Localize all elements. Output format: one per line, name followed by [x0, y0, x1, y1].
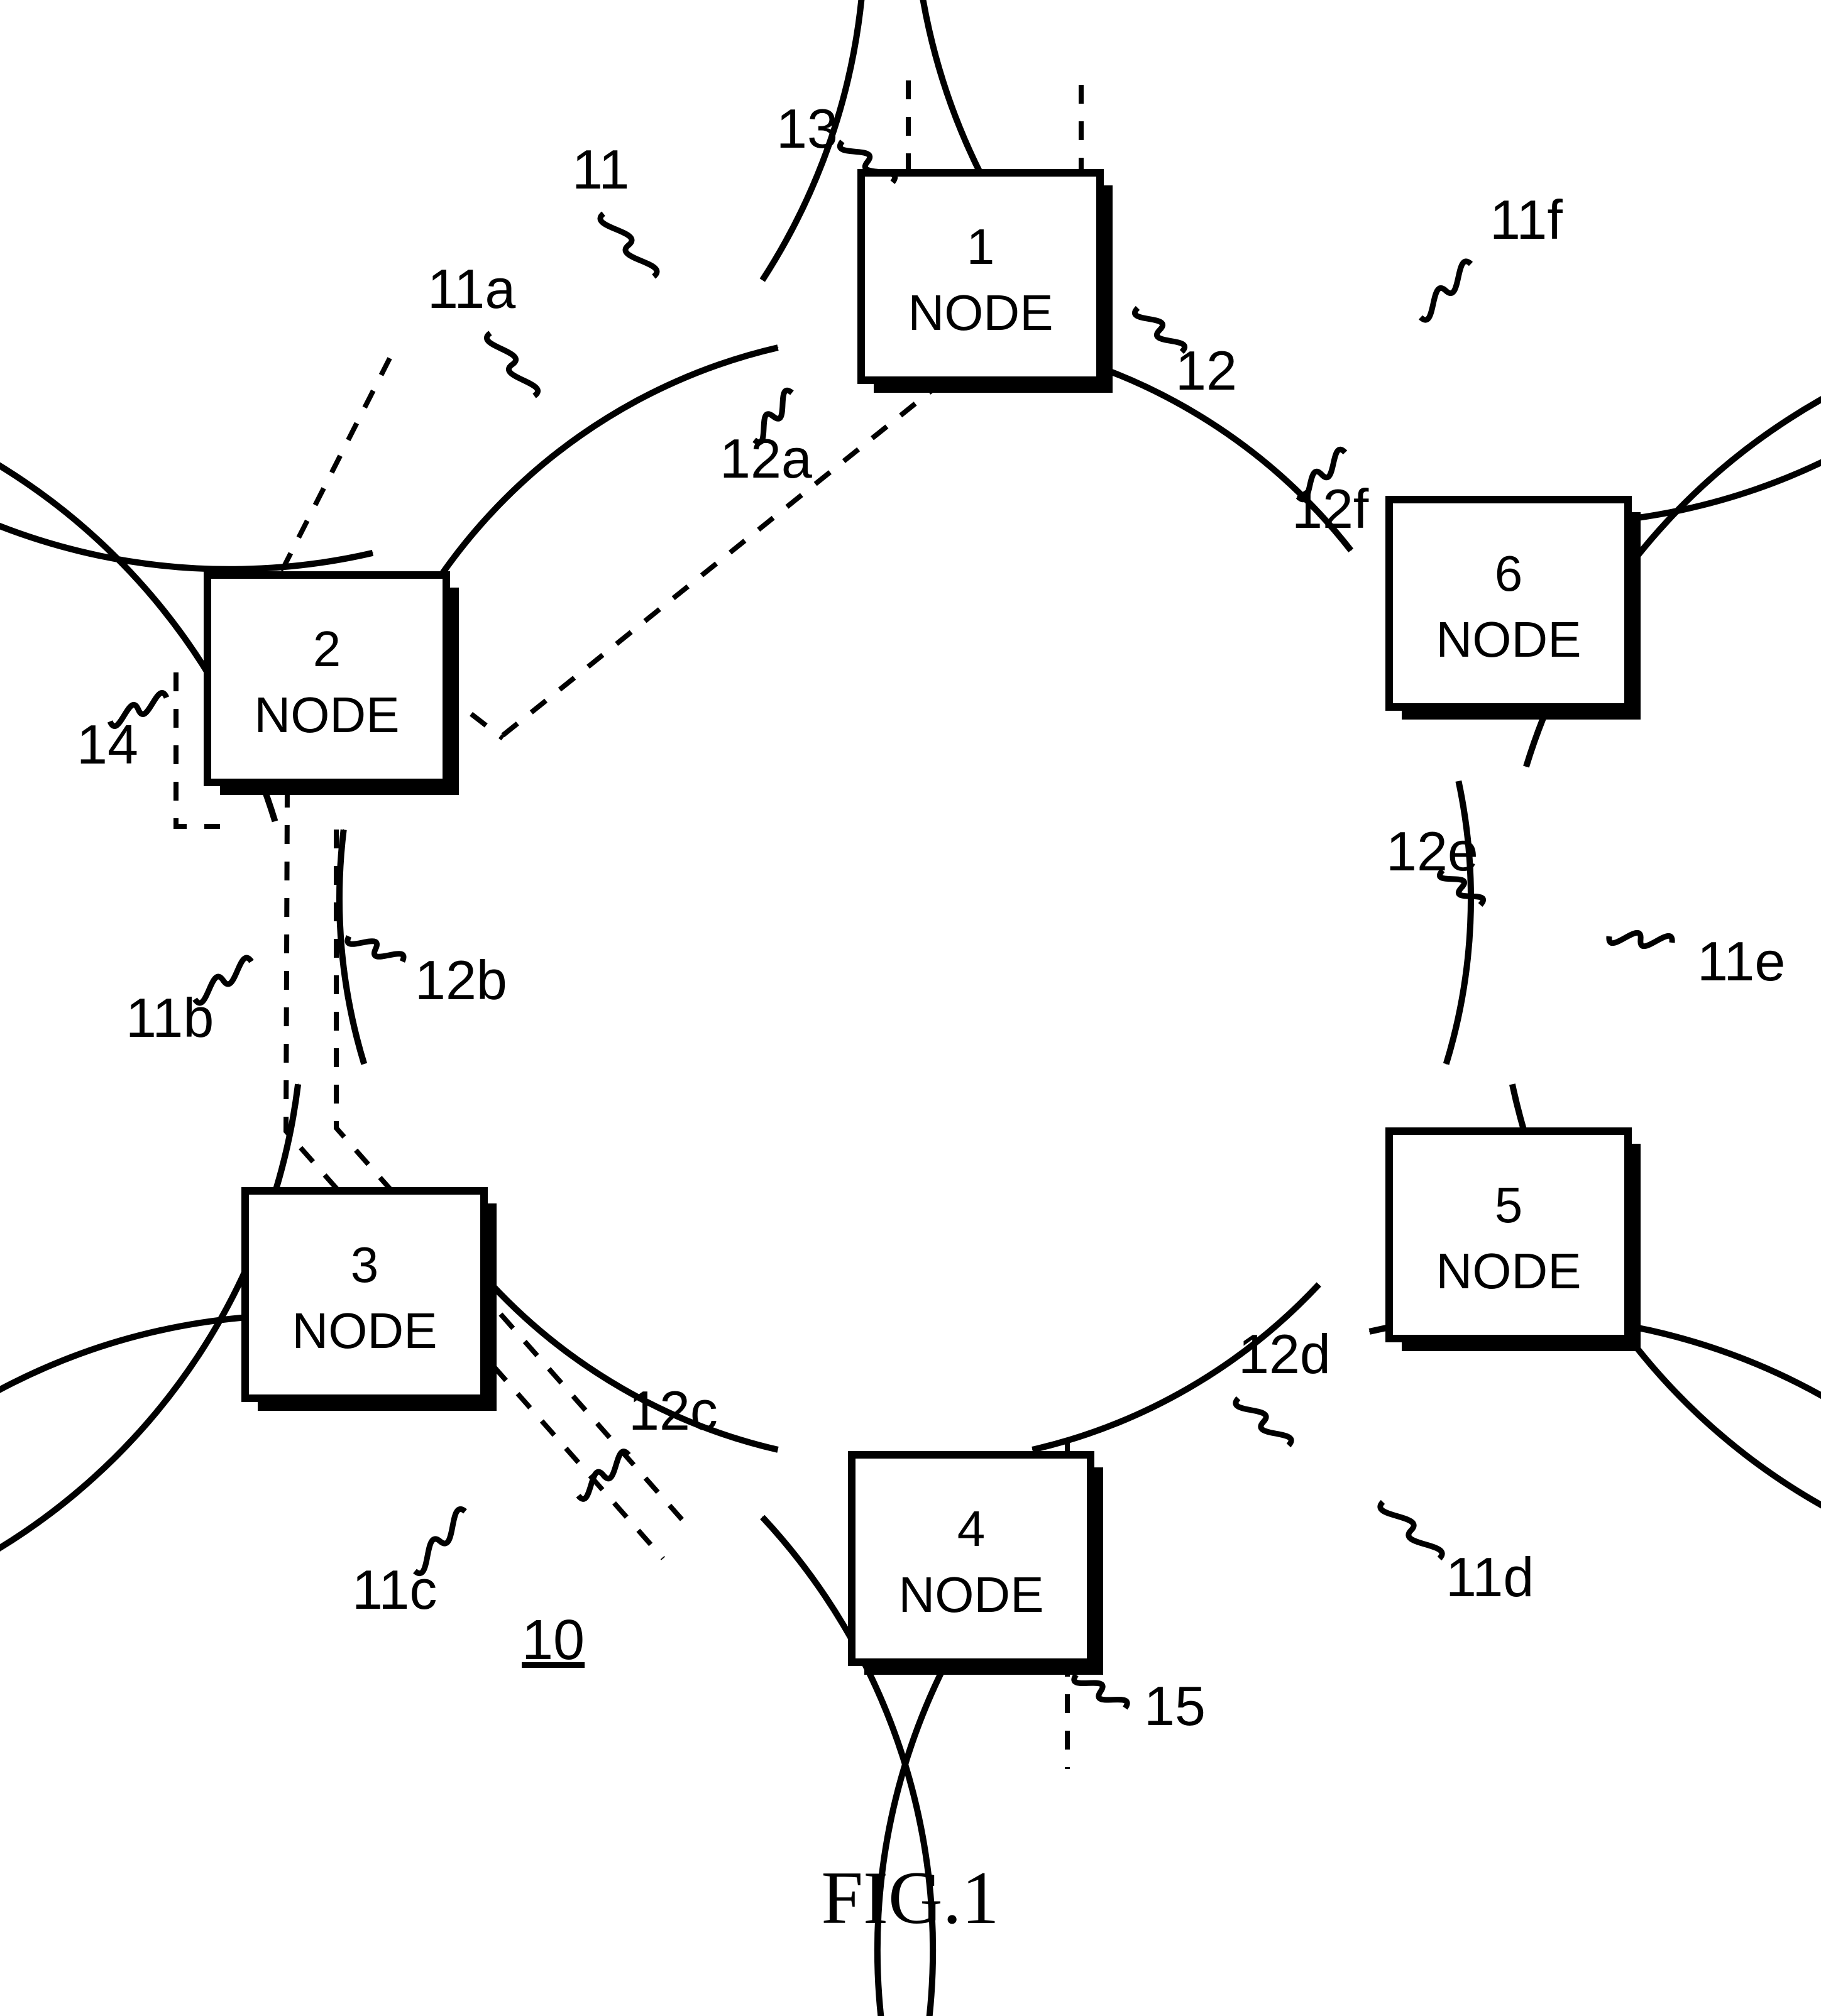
ref-label-12b: 12b [415, 949, 507, 1011]
ref-label-11c: 11c [352, 1559, 437, 1621]
figure-ref-number: 10 [522, 1609, 585, 1672]
leader-12d [1236, 1398, 1291, 1445]
ref-label-11a: 11a [427, 258, 515, 320]
node-5-sublabel: NODE [1436, 1243, 1581, 1299]
outer-arc-11c [0, 1315, 933, 2016]
annotation-dashed-6 [286, 789, 663, 1559]
node-6: 6 NODE [1389, 500, 1641, 720]
node-3-number: 3 [351, 1237, 379, 1293]
leader-11d [1380, 1502, 1442, 1559]
leader-11f [1421, 261, 1471, 320]
ref-label-12c: 12c [629, 1379, 718, 1442]
ref-label-11d: 11d [1446, 1546, 1534, 1608]
node-3: 3 NODE [245, 1191, 497, 1411]
node-4-number: 4 [957, 1501, 986, 1557]
node-4: 4 NODE [852, 1455, 1103, 1675]
ring-network-diagram: 1 NODE 2 NODE 3 NODE 4 NODE 5 NODE 6 NODE 11 11a 11b 11… [0, 0, 1821, 2016]
node-2-number: 2 [313, 621, 341, 677]
node-1-sublabel: NODE [908, 285, 1053, 341]
node-2: 2 NODE [207, 575, 459, 795]
leader-15 [1074, 1675, 1127, 1708]
leader-11a [487, 333, 537, 396]
ref-label-12: 12 [1175, 339, 1237, 402]
ref-label-12e: 12e [1386, 820, 1478, 882]
leader-11e [1609, 933, 1672, 946]
ref-label-14: 14 [77, 713, 138, 775]
leader-12c [578, 1452, 629, 1499]
figure-caption: FIG.1 [821, 1856, 999, 1939]
inner-arc-12b [339, 830, 364, 1064]
ref-label-12a: 12a [720, 427, 812, 490]
ref-label-13: 13 [776, 97, 838, 160]
ref-label-12d: 12d [1238, 1323, 1331, 1385]
leader-12b [348, 936, 404, 961]
node-6-sublabel: NODE [1436, 611, 1581, 667]
ref-label-12f: 12f [1292, 478, 1369, 540]
node-4-sublabel: NODE [898, 1567, 1043, 1623]
node-5: 5 NODE [1389, 1131, 1641, 1351]
node-3-sublabel: NODE [292, 1303, 437, 1359]
ref-label-15: 15 [1144, 1675, 1206, 1737]
ref-label-11b: 11b [126, 987, 214, 1049]
node-2-sublabel: NODE [254, 687, 399, 743]
ref-label-11e: 11e [1697, 930, 1785, 992]
node-1-number: 1 [967, 219, 995, 275]
node-6-number: 6 [1495, 545, 1523, 601]
node-1: 1 NODE [861, 173, 1113, 393]
ref-label-11f: 11f [1490, 189, 1563, 251]
node-5-number: 5 [1495, 1177, 1523, 1233]
ref-label-11: 11 [572, 138, 629, 200]
leader-11 [600, 214, 657, 277]
